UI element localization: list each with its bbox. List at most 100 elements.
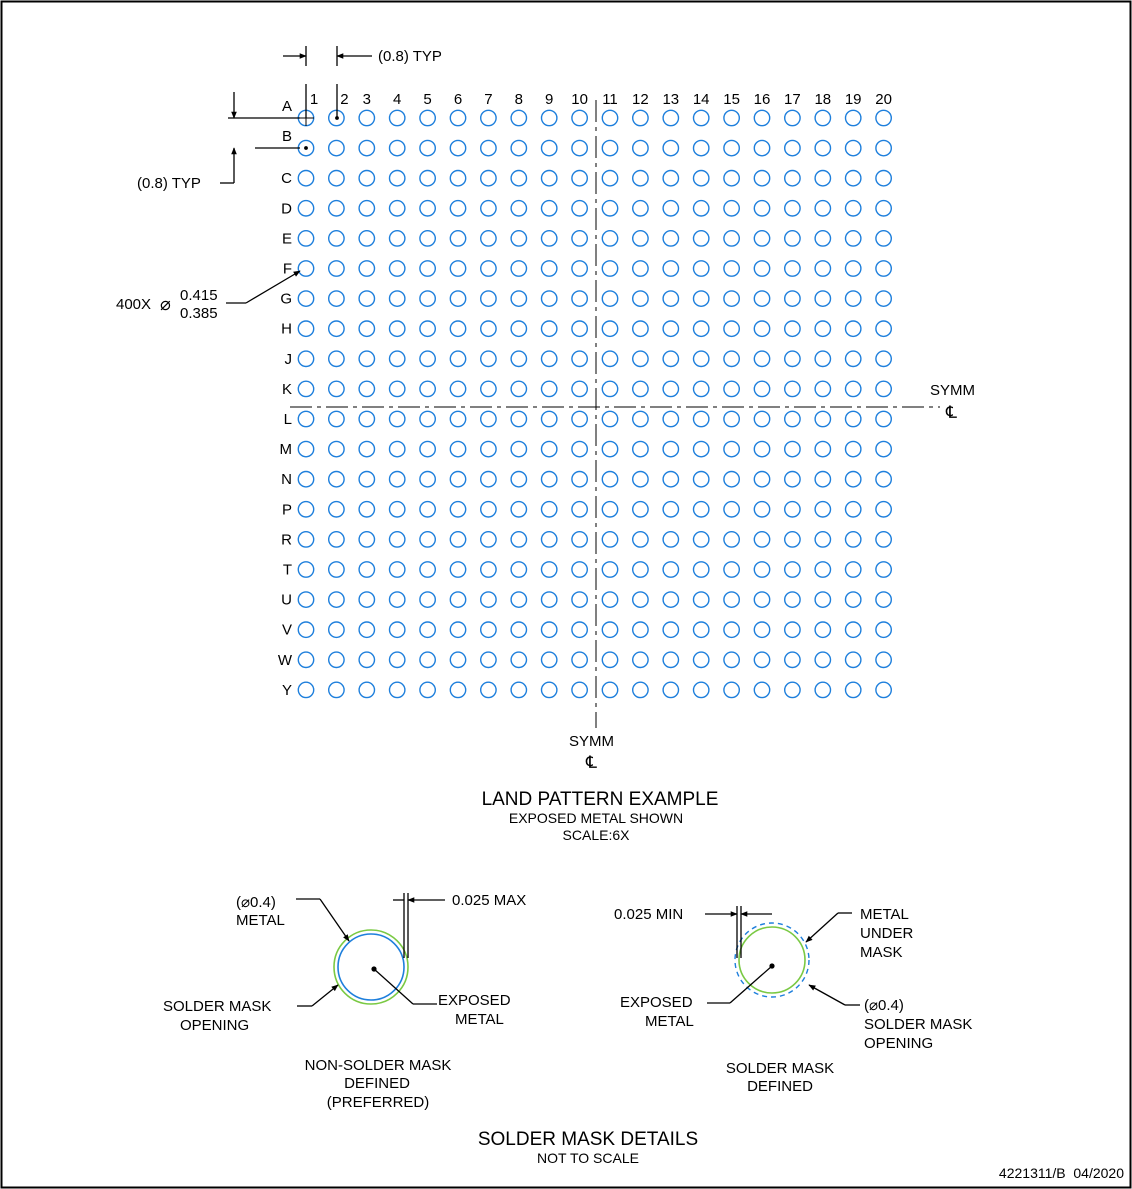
- pad: [358, 109, 376, 127]
- pad: [540, 470, 558, 488]
- pad: [571, 229, 588, 247]
- pad: [662, 440, 680, 458]
- pad: [327, 380, 345, 398]
- column-label: 12: [632, 91, 649, 108]
- pad: [875, 290, 892, 307]
- pad: [692, 139, 710, 157]
- pad: [571, 109, 588, 127]
- pad: [601, 410, 619, 428]
- pad: [692, 531, 710, 548]
- row-label: H: [281, 321, 292, 338]
- pad: [875, 531, 892, 548]
- pad: [844, 169, 862, 187]
- pad: [723, 531, 740, 548]
- pad: [388, 350, 406, 368]
- pad: [875, 651, 892, 669]
- row-label: C: [281, 170, 292, 187]
- pad: [297, 621, 315, 639]
- row-label: L: [284, 411, 292, 428]
- pad: [358, 681, 376, 699]
- pad: [571, 531, 588, 548]
- pad: [662, 380, 680, 398]
- nsmd-opening-label-1: SOLDER MASK: [163, 998, 271, 1015]
- pad: [601, 139, 619, 157]
- pad: [388, 440, 406, 458]
- pad: [723, 591, 740, 608]
- pitch-x-dimension: (0.8) TYP: [283, 46, 442, 118]
- pad: [632, 380, 649, 398]
- pad: [844, 561, 862, 578]
- pad: [327, 320, 345, 338]
- pad: [540, 199, 558, 217]
- pad: [540, 561, 558, 578]
- pad: [875, 139, 892, 157]
- pad: [479, 139, 497, 157]
- pad: [601, 290, 619, 307]
- row-label: K: [282, 381, 292, 398]
- pad: [692, 681, 710, 699]
- pad: [449, 169, 467, 187]
- pad: [327, 199, 345, 217]
- pad: [388, 470, 406, 488]
- pad: [571, 350, 588, 368]
- pad: [601, 440, 619, 458]
- pad: [419, 290, 436, 307]
- column-label: 2: [340, 91, 348, 108]
- pad: [571, 591, 588, 608]
- pad: [753, 681, 771, 699]
- pad: [358, 350, 376, 368]
- pad: [388, 410, 406, 428]
- pad: [327, 350, 345, 368]
- pad: [571, 169, 588, 187]
- pad: [875, 410, 892, 428]
- pad: [632, 651, 649, 669]
- pad: [479, 561, 497, 578]
- pad: [479, 440, 497, 458]
- pad: [327, 229, 345, 247]
- pad: [297, 260, 315, 277]
- smd-opening-label-3: OPENING: [864, 1035, 933, 1052]
- pad: [358, 561, 376, 578]
- pad: [814, 260, 832, 277]
- pad: [844, 199, 862, 217]
- pad: [692, 199, 710, 217]
- pad: [540, 260, 558, 277]
- document-id: 4221311/B 04/2020: [999, 1165, 1124, 1181]
- pad: [510, 169, 528, 187]
- pad: [844, 290, 862, 307]
- pad: [692, 410, 710, 428]
- pad: [510, 591, 528, 608]
- pad: [419, 229, 436, 247]
- pad: [662, 109, 680, 127]
- pad: [632, 410, 649, 428]
- pad: [540, 380, 558, 398]
- symm-label-bottom: SYMM: [569, 733, 614, 750]
- pad: [844, 109, 862, 127]
- pad: [419, 470, 436, 488]
- pad: [784, 470, 801, 488]
- pad: [388, 290, 406, 307]
- symm-marker-bottom: SYMM ℄: [569, 733, 614, 772]
- pad: [449, 561, 467, 578]
- nsmd-opening-label-2: OPENING: [180, 1017, 249, 1034]
- pad: [571, 500, 588, 518]
- pad: [753, 229, 771, 247]
- pad: [419, 500, 436, 518]
- pad: [510, 531, 528, 548]
- pad: [784, 320, 801, 338]
- pad: [571, 260, 588, 277]
- pad: [662, 591, 680, 608]
- pad: [388, 621, 406, 639]
- nsmd-exposed-label-2: METAL: [455, 1011, 504, 1028]
- pad: [814, 169, 832, 187]
- pad: [784, 681, 801, 699]
- pad: [510, 290, 528, 307]
- smd-opening-label-2: SOLDER MASK: [864, 1016, 972, 1033]
- nsmd-detail: (⌀0.4) METAL 0.025 MAX SOLDER MASK OPENI…: [163, 892, 526, 1111]
- pad: [358, 199, 376, 217]
- pad: [632, 470, 649, 488]
- pad: [753, 109, 771, 127]
- pad: [449, 500, 467, 518]
- pad: [662, 229, 680, 247]
- pad: [327, 561, 345, 578]
